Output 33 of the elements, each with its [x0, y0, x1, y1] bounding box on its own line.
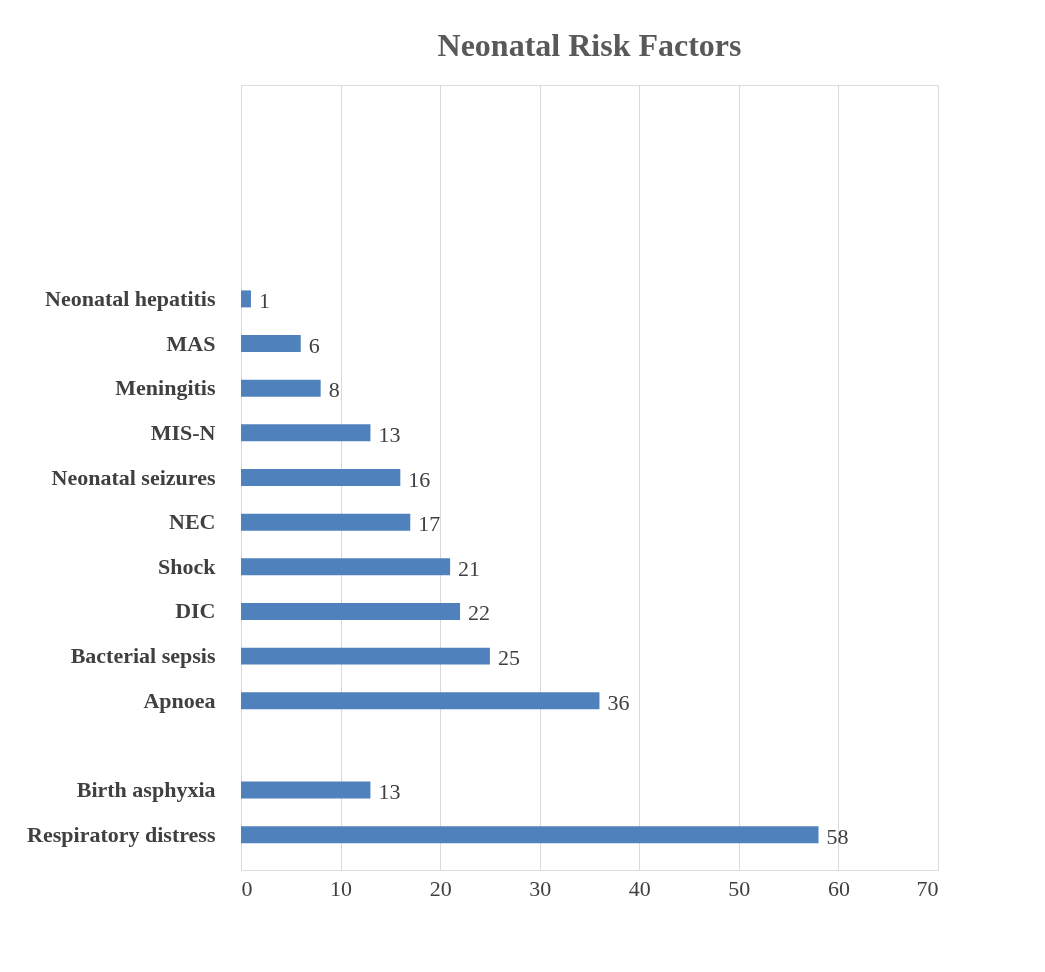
- y-tick-label: DIC: [175, 598, 216, 624]
- x-tick-label: 10: [330, 875, 353, 901]
- data-label: 17: [418, 511, 441, 537]
- y-tick-label: Neonatal seizures: [51, 464, 216, 490]
- x-tick-label: 20: [429, 875, 452, 901]
- y-tick-label: Bacterial sepsis: [70, 643, 216, 669]
- data-label: 13: [378, 779, 401, 805]
- data-label: 1: [258, 287, 270, 313]
- data-label: 22: [468, 600, 491, 626]
- data-label: 58: [826, 823, 849, 849]
- y-tick-label: MAS: [166, 330, 216, 356]
- x-tick-label: 60: [827, 875, 850, 901]
- data-label: 16: [408, 466, 431, 492]
- y-tick-label: Neonatal hepatitis: [45, 285, 216, 311]
- chart-title: Neonatal Risk Factors: [437, 27, 742, 63]
- x-tick-label: 30: [529, 875, 552, 901]
- data-label: 25: [497, 645, 520, 671]
- x-tick-label: 70: [916, 875, 939, 901]
- data-label: 36: [607, 689, 630, 715]
- y-tick-label: MIS-N: [150, 419, 216, 445]
- data-label: 8: [328, 377, 340, 403]
- x-tick-label: 0: [241, 875, 253, 901]
- data-label: 21: [458, 555, 481, 581]
- y-tick-label: Respiratory distress: [27, 821, 216, 847]
- y-tick-label: Birth asphyxia: [76, 777, 216, 803]
- data-label: 6: [308, 332, 320, 358]
- x-tick-label: 40: [628, 875, 651, 901]
- y-tick-label: Shock: [158, 553, 217, 579]
- data-label: 13: [378, 421, 401, 447]
- y-tick-label: Apnoea: [143, 687, 216, 713]
- y-tick-label: NEC: [169, 509, 216, 535]
- y-tick-label: Meningitis: [115, 375, 216, 401]
- x-tick-label: 50: [728, 875, 751, 901]
